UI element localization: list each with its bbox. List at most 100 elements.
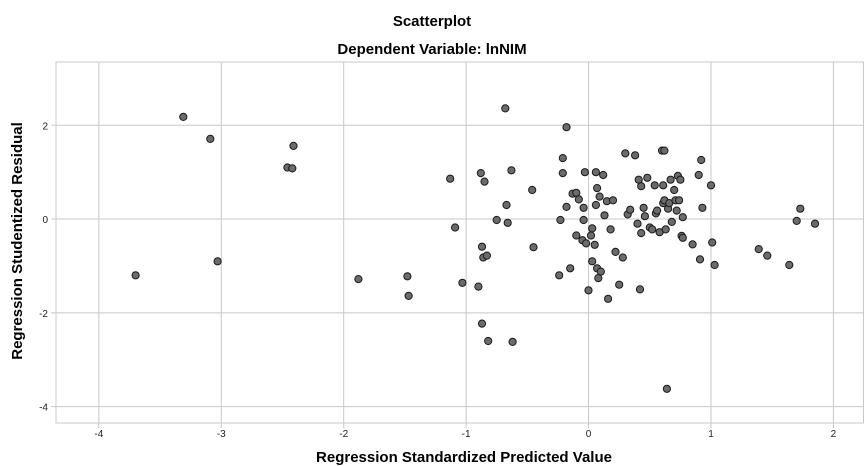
- scatter-point: [556, 215, 565, 225]
- scatter-point: [474, 282, 483, 291]
- scatter-point: [615, 280, 624, 289]
- scatter-point: [698, 203, 707, 212]
- scatter-point: [688, 240, 697, 249]
- scatter-point: [694, 170, 703, 180]
- scatter-point: [676, 175, 685, 184]
- scatter-point: [477, 242, 487, 251]
- scatter-point: [528, 185, 537, 195]
- scatter-point: [451, 223, 460, 232]
- scatter-point: [503, 218, 512, 227]
- scatter-point: [660, 146, 669, 155]
- x-tick-label: 2: [831, 429, 837, 440]
- scatter-point: [590, 240, 599, 249]
- scatter-point: [555, 271, 564, 280]
- scatter-point: [599, 170, 608, 180]
- scatter-point: [591, 200, 601, 210]
- scatter-point: [708, 238, 717, 247]
- scatter-point: [706, 181, 716, 190]
- scatter-point: [579, 203, 588, 212]
- y-tick-label: 0: [42, 215, 48, 226]
- scatter-point: [763, 251, 772, 260]
- x-tick-label: -2: [339, 429, 348, 440]
- scatter-point: [566, 264, 575, 273]
- chart-title: Scatterplot: [393, 13, 471, 30]
- scatter-point: [588, 224, 597, 233]
- scatter-point: [633, 219, 642, 228]
- scatter-point: [288, 164, 297, 173]
- scatter-point: [492, 215, 501, 225]
- scatter-point: [697, 155, 706, 165]
- scatter-point: [754, 245, 763, 254]
- scatter-point: [606, 225, 615, 234]
- scatter-point: [796, 204, 805, 213]
- scatter-point: [643, 173, 652, 182]
- scatter-point: [562, 202, 571, 211]
- scatter-point: [579, 215, 588, 225]
- scatter-point: [213, 257, 222, 266]
- scatter-point: [595, 192, 604, 201]
- scatter-point: [618, 253, 627, 262]
- chart-subtitle: Dependent Variable: lnNIM: [337, 41, 526, 58]
- tick-labels: -4 -3 -2 -1 0 1 2 -4 -2 0 2: [39, 121, 837, 440]
- scatter-point: [289, 141, 298, 150]
- scatter-point: [678, 233, 687, 242]
- scatter-point: [477, 319, 487, 328]
- y-tick-label: -2: [39, 309, 48, 320]
- scatter-point: [710, 260, 719, 270]
- plot-frame: [55, 61, 864, 424]
- scatter-point: [501, 104, 510, 113]
- scatter-point: [508, 337, 517, 346]
- scatter-point: [558, 169, 567, 178]
- scatter-point: [631, 151, 640, 160]
- data-points: [131, 104, 820, 393]
- x-axis-label: Regression Standardized Predicted Value: [316, 449, 612, 466]
- scatter-point: [792, 216, 801, 225]
- scatter-point: [640, 212, 650, 221]
- x-tick-label: 0: [586, 429, 592, 440]
- scatter-point: [611, 247, 620, 256]
- scatter-point: [675, 196, 684, 205]
- scatter-point: [582, 239, 591, 248]
- scatter-point: [637, 229, 646, 238]
- scatter-point: [446, 174, 455, 183]
- scatter-point: [659, 181, 668, 190]
- scatter-point: [572, 231, 581, 240]
- scatter-point: [662, 384, 672, 393]
- scatter-point: [354, 275, 363, 284]
- scatter-point: [637, 182, 646, 191]
- scatter-point: [529, 243, 538, 252]
- scatter-point: [558, 154, 567, 163]
- scatter-point: [458, 278, 467, 287]
- scatter-point: [670, 185, 679, 195]
- scatter-point: [667, 217, 676, 226]
- scatter-point: [507, 166, 516, 175]
- scatter-point: [621, 149, 630, 158]
- scatter-point: [653, 206, 662, 215]
- scatter-point: [482, 251, 491, 260]
- scatter-point: [810, 219, 820, 228]
- y-tick-label: 2: [42, 121, 48, 132]
- scatter-point: [695, 255, 705, 264]
- y-axis-label: Regression Studentized Residual: [9, 122, 26, 360]
- x-tick-label: -1: [462, 429, 471, 440]
- scatter-point: [648, 225, 657, 234]
- scatter-point: [593, 184, 602, 193]
- scatter-point: [404, 291, 413, 300]
- scatter-point: [131, 271, 140, 280]
- scatter-point: [586, 231, 596, 240]
- grid-lines: [51, 62, 864, 428]
- x-tick-label: -3: [217, 429, 226, 440]
- scatter-point: [608, 196, 618, 205]
- scatter-point: [584, 286, 593, 295]
- scatter-point: [785, 260, 794, 270]
- y-tick-label: -4: [39, 403, 48, 414]
- x-tick-label: 1: [708, 429, 714, 440]
- scatter-point: [206, 134, 215, 143]
- x-tick-label: -4: [94, 429, 103, 440]
- scatter-point: [574, 195, 583, 204]
- scatter-point: [635, 285, 645, 294]
- scatter-point: [666, 175, 675, 184]
- scatter-point: [403, 272, 412, 281]
- scatter-point: [562, 123, 571, 132]
